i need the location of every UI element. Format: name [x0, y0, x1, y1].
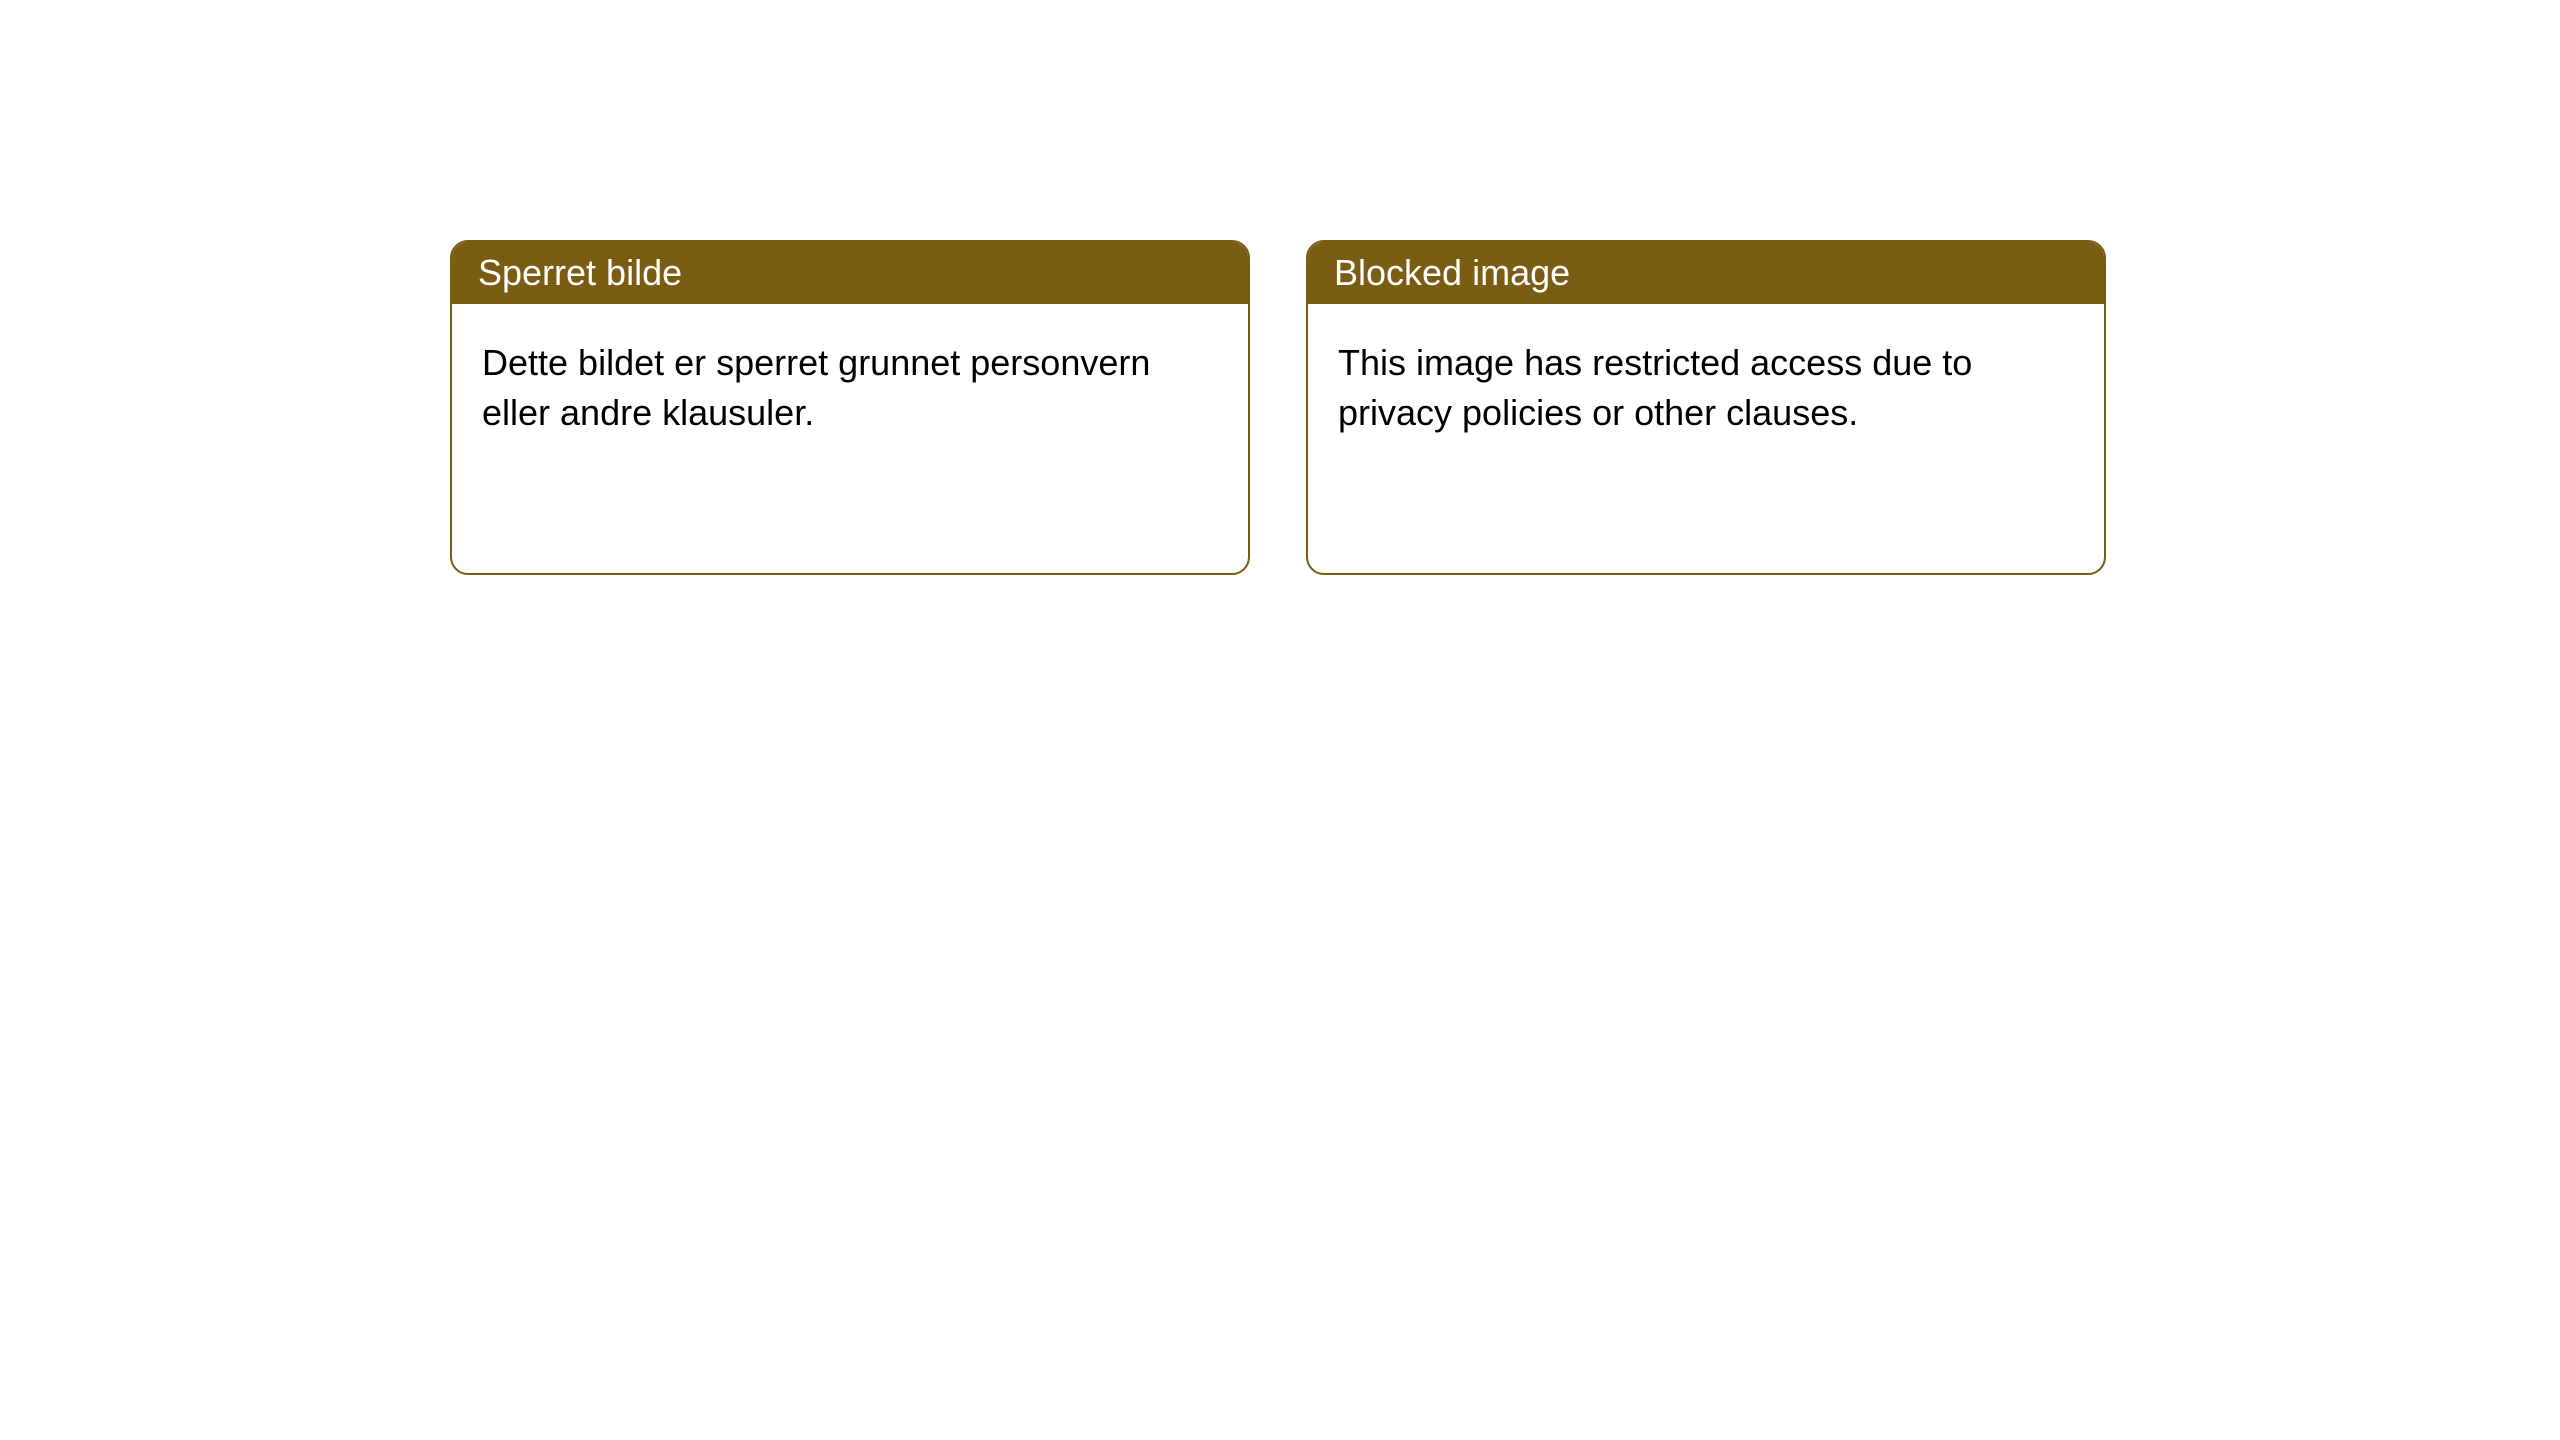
notice-body: This image has restricted access due to … [1308, 304, 2104, 473]
notice-title: Sperret bilde [478, 252, 682, 293]
notice-body: Dette bildet er sperret grunnet personve… [452, 304, 1248, 473]
notice-card-norwegian: Sperret bilde Dette bildet er sperret gr… [450, 240, 1250, 575]
notice-card-english: Blocked image This image has restricted … [1306, 240, 2106, 575]
notice-message: This image has restricted access due to … [1338, 342, 1972, 433]
notice-container: Sperret bilde Dette bildet er sperret gr… [0, 0, 2560, 575]
notice-message: Dette bildet er sperret grunnet personve… [482, 342, 1150, 433]
notice-title: Blocked image [1334, 252, 1570, 293]
notice-header: Blocked image [1308, 242, 2104, 304]
notice-header: Sperret bilde [452, 242, 1248, 304]
